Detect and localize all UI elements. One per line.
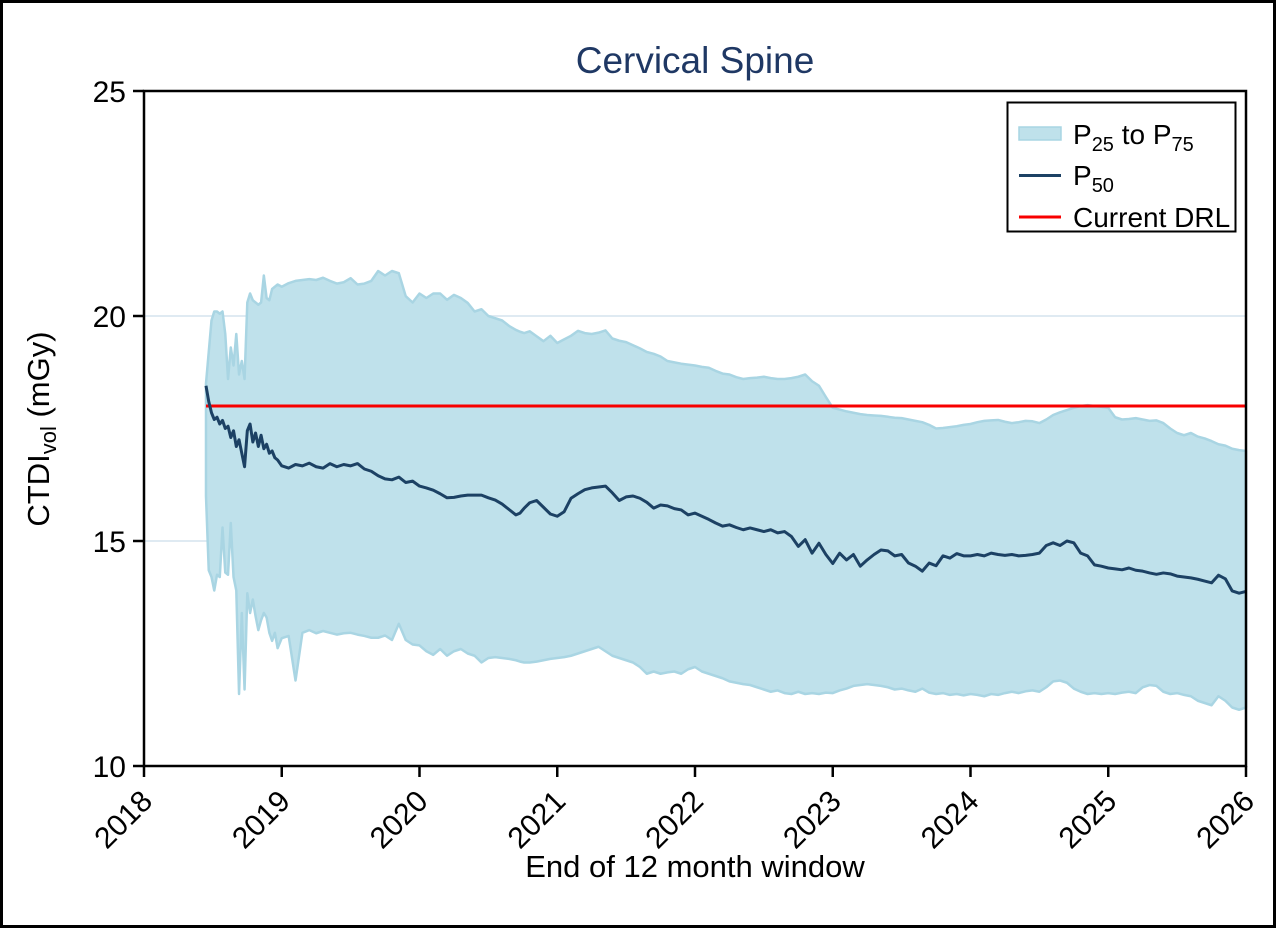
y-axis-title: CTDIvol​ (mGy)	[21, 331, 61, 526]
x-tick-label-2021: 2021	[502, 785, 573, 856]
x-tick-label-2019: 2019	[226, 785, 297, 856]
x-tick-label-2025: 2025	[1053, 785, 1124, 856]
legend-label-p25-p75: P25​ to P75​	[1073, 119, 1194, 156]
y-axis-ticks: 25 20 15 10	[93, 76, 144, 784]
y-tick-label-15: 15	[93, 526, 126, 559]
p50-median-line	[204, 385, 1247, 595]
y-tick-label-20: 20	[93, 301, 126, 334]
x-tick-label-2024: 2024	[915, 785, 986, 856]
x-tick-label-2020: 2020	[364, 785, 435, 856]
chart-title: Cervical Spine	[576, 40, 815, 81]
x-axis-ticks: 2018 2019 2020 2021 2022 2023 2024 2025 2026	[88, 766, 1261, 855]
legend-label-p50: P50​	[1073, 160, 1114, 197]
x-tick-label-2018: 2018	[88, 785, 159, 856]
x-tick-label-2022: 2022	[639, 785, 710, 856]
x-axis-title: End of 12 month window	[525, 849, 865, 884]
y-tick-label-25: 25	[93, 76, 126, 109]
legend-label-current-drl: Current DRL	[1073, 202, 1230, 233]
x-tick-label-2026: 2026	[1190, 785, 1261, 856]
y-tick-label-10: 10	[93, 751, 126, 784]
legend: P25​ to P75​ P50​ Current DRL	[1006, 101, 1237, 233]
chart: Cervical Spine 2018 2019 2020 2021 2022 2023 2…	[21, 40, 1261, 884]
x-tick-label-2023: 2023	[777, 785, 848, 856]
iqr-band-p25-p75	[204, 269, 1248, 711]
legend-box	[1006, 101, 1237, 233]
legend-swatch-band-icon	[1018, 126, 1062, 141]
